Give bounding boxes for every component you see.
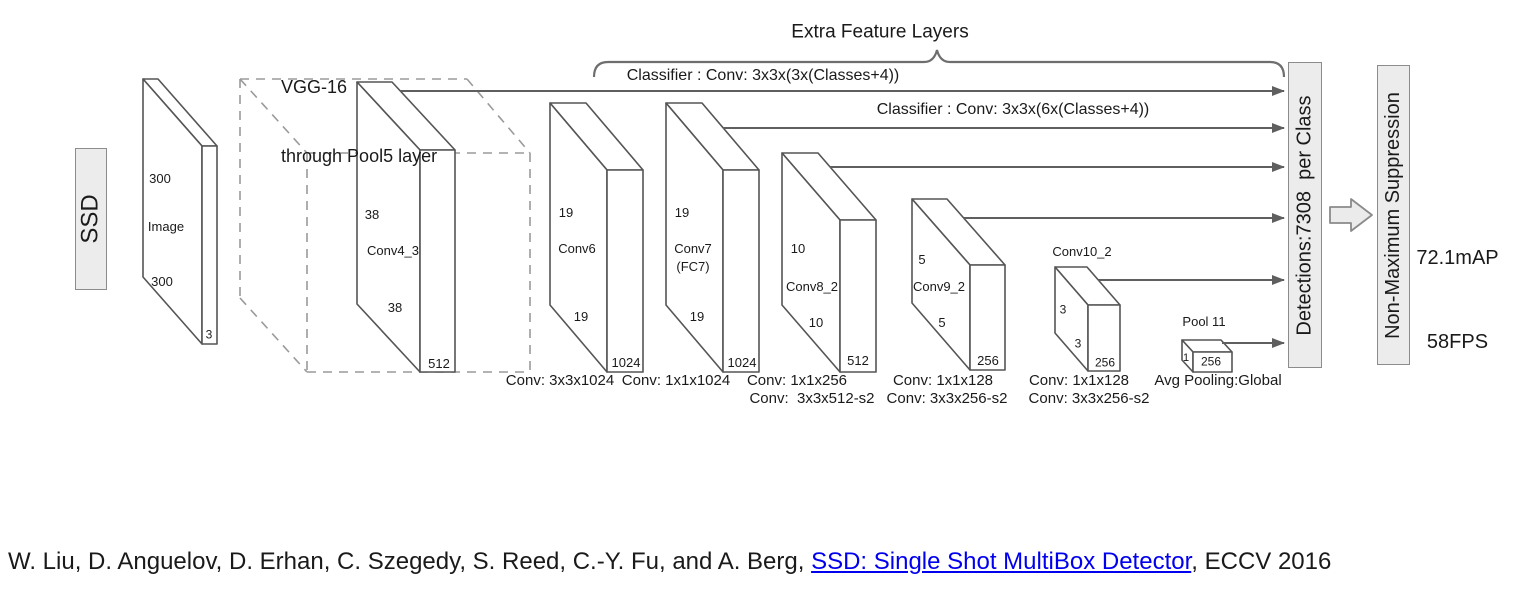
conv9_2-width-label: 5 <box>938 314 946 330</box>
conv10_2-channels-label: 256 <box>1094 355 1116 370</box>
conv10-op2-label: Conv: 3x3x256-s2 <box>1028 389 1150 407</box>
conv4_3-layer-shape <box>356 81 456 373</box>
results-text: 72.1mAP 58FPS <box>1405 188 1510 412</box>
citation-prefix: W. Liu, D. Anguelov, D. Erhan, C. Szeged… <box>8 548 812 575</box>
conv9-op2-label: Conv: 3x3x256-s2 <box>886 389 1008 407</box>
conv8_2-width-label: 10 <box>808 314 824 330</box>
conv10_2-height-label: 3 <box>1059 302 1067 317</box>
conv10_2-width-label: 3 <box>1074 336 1082 351</box>
conv6-height-label: 19 <box>558 204 574 220</box>
conv10-op1-label: Conv: 1x1x128 <box>1028 371 1130 389</box>
detections-to-nms-arrow <box>1329 198 1373 232</box>
citation-line: W. Liu, D. Anguelov, D. Erhan, C. Szeged… <box>8 548 1331 576</box>
classifier1-label: Classifier : Conv: 3x3x(3x(Classes+4)) <box>626 67 900 85</box>
conv8_2-title-label: Conv8_2 <box>785 278 839 294</box>
image-width-label: 300 <box>151 273 173 289</box>
conv8_2-channels-label: 512 <box>847 352 869 368</box>
conv10_2-layer-shape <box>1054 266 1121 372</box>
conv7-title-label: Conv7 <box>674 240 712 256</box>
fps-value: 58FPS <box>1426 331 1489 353</box>
conv8_2-height-label: 10 <box>790 240 806 256</box>
conv6-width-label: 19 <box>573 308 589 324</box>
conv10_2-title-label: Conv10_2 <box>1052 243 1112 259</box>
pool11-channels-label: 256 <box>1200 354 1222 369</box>
ssd-box: SSD <box>75 148 107 290</box>
image-layer-shape <box>142 78 218 345</box>
extra-feature-layers-brace <box>592 49 1286 78</box>
conv9_2-channels-label: 256 <box>977 352 999 368</box>
conv6-title-label: Conv6 <box>558 240 596 256</box>
diagram-canvas <box>142 49 1373 373</box>
ssd-label: SSD <box>77 194 105 244</box>
nms-label: Non-Maximum Suppression <box>1382 91 1405 339</box>
conv7-width-label: 19 <box>689 308 705 324</box>
conv9_2-height-label: 5 <box>918 251 926 267</box>
detections-label: Detections:7308 per Class <box>1293 94 1316 336</box>
conv7-layer-shape <box>665 102 760 373</box>
conv9_2-title-label: Conv9_2 <box>912 278 966 294</box>
image-channels-label: 3 <box>205 327 213 342</box>
vgg16-label-line1: VGG-16 <box>281 77 348 97</box>
extra-feature-layers-title: Extra Feature Layers <box>791 21 969 43</box>
nms-box: Non-Maximum Suppression <box>1377 65 1410 365</box>
conv7-op-label: Conv: 1x1x1024 <box>621 371 731 389</box>
image-title-label: Image <box>147 218 185 234</box>
vgg16-dashed-box <box>239 78 531 373</box>
pool11-layer-shape <box>1181 339 1233 373</box>
classifier2-label: Classifier : Conv: 3x3x(6x(Classes+4)) <box>876 101 1150 119</box>
conv9_2-layer-shape <box>911 198 1006 371</box>
conv4_3-width-label: 38 <box>387 299 403 315</box>
paper-link[interactable]: SSD: Single Shot MultiBox Detector <box>811 548 1192 575</box>
detections-box: Detections:7308 per Class <box>1288 62 1322 368</box>
pool11-op-label: Avg Pooling:Global <box>1154 371 1282 389</box>
vgg16-label: VGG-16 through Pool5 layer <box>281 30 437 214</box>
conv4_3-height-label: 38 <box>364 206 380 222</box>
conv4_3-title-label: Conv4_3 <box>366 242 420 258</box>
conv4_3-channels-label: 512 <box>428 355 450 371</box>
conv6-op-label: Conv: 3x3x1024 <box>505 371 615 389</box>
conv6-layer-shape <box>549 102 644 373</box>
conv7-channels-label: 1024 <box>727 354 757 370</box>
conv8-op1-label: Conv: 1x1x256 <box>746 371 848 389</box>
conv6-channels-label: 1024 <box>611 354 641 370</box>
vgg16-label-line2: through Pool5 layer <box>281 146 438 166</box>
conv7-subtitle-label: (FC7) <box>676 258 710 274</box>
conv7-height-label: 19 <box>674 204 690 220</box>
pool11-title-label: Pool 11 <box>1182 313 1226 329</box>
conv8-op2-label: Conv: 3x3x512-s2 <box>749 389 875 407</box>
image-height-label: 300 <box>149 170 171 186</box>
map-value: 72.1mAP <box>1416 247 1499 269</box>
conv9-op1-label: Conv: 1x1x128 <box>892 371 994 389</box>
citation-suffix: , ECCV 2016 <box>1191 548 1332 575</box>
conv8_2-layer-shape <box>781 152 877 373</box>
pool11-height-label: 1 <box>1182 351 1190 364</box>
